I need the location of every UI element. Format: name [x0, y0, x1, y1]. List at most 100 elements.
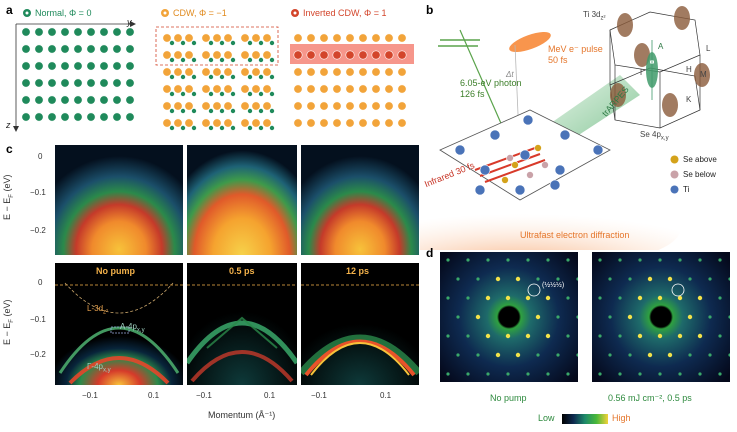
panel-b-label: b [426, 3, 434, 17]
bragg-spot [708, 353, 712, 357]
bragg-spot [495, 276, 501, 282]
lattice-atom [262, 118, 272, 128]
anno-g4p-text: Γ-4p [87, 362, 103, 371]
lattice-atom [34, 95, 44, 105]
se-above-atom [534, 144, 542, 152]
lattice-atom [21, 44, 31, 54]
panel-c-label: c [6, 142, 13, 156]
pulse-duration: 50 fs [548, 55, 568, 65]
lattice-atom [86, 27, 96, 37]
lattice-atom [397, 101, 407, 111]
lattice-atom [262, 84, 272, 94]
atom-legend: Se above Se below Ti [670, 152, 717, 197]
lattice-atom [169, 74, 175, 80]
lattice-atom [21, 61, 31, 71]
lattice-atom [384, 101, 394, 111]
lattice-atom [99, 112, 109, 122]
lattice-atom [219, 91, 225, 97]
pulse-caption: MeV e⁻ pulse 50 fs [548, 44, 603, 66]
lattice-atom [397, 118, 407, 128]
bragg-spot [545, 295, 551, 301]
lattice-atom [201, 67, 211, 77]
orbital-lobe [694, 63, 710, 87]
lattice-atom [247, 108, 253, 114]
lattice-atom [269, 108, 275, 114]
lattice-atom [247, 74, 253, 80]
ytick-bottom-1: −0.1 [30, 315, 46, 324]
lattice-atom [21, 95, 31, 105]
diffraction-spots-right [598, 258, 730, 376]
lattice-atom [47, 44, 57, 54]
lattice-atom [60, 112, 70, 122]
bragg-spot [485, 333, 491, 339]
bragg-spot [446, 334, 450, 338]
lattice-atom [258, 108, 264, 114]
lattice-atom [86, 95, 96, 105]
spectrum-top-05ps [187, 145, 297, 255]
delta-t-label: Δt [506, 70, 514, 79]
lattice-atom [73, 27, 83, 37]
bz-K: K [686, 95, 692, 104]
lattice-atom [201, 84, 211, 94]
lattice-atom [223, 33, 233, 43]
bz-ti3d-text: Ti 3d [583, 10, 601, 19]
bragg-spot [728, 277, 730, 281]
lattice-atom [184, 33, 194, 43]
y-label-top-unit: (eV) [2, 174, 12, 192]
bragg-spot [628, 353, 632, 357]
bragg-spot [637, 333, 643, 339]
y-label-bottom-text: E − E [2, 322, 12, 345]
lattice-atom [258, 125, 264, 131]
ti-atom [474, 184, 486, 196]
bragg-spot [718, 372, 722, 376]
bragg-spot [505, 295, 511, 301]
bragg-spot [688, 277, 692, 281]
lattice-atom [21, 27, 31, 37]
lattice-atom [191, 91, 197, 97]
orbital-lobe [674, 6, 690, 30]
lattice-atom [99, 44, 109, 54]
bragg-spot [446, 372, 450, 376]
spectrum-bottom-nopump [55, 263, 183, 385]
bragg-spot [627, 314, 633, 320]
lattice-atom [212, 50, 222, 60]
lattice-atom [191, 40, 197, 46]
bragg-spot [566, 258, 570, 262]
lattice-atom [247, 40, 253, 46]
lattice-atom [125, 44, 135, 54]
bragg-spot [566, 334, 570, 338]
bragg-spot [456, 277, 460, 281]
y-label-bottom-unit: (eV) [2, 299, 12, 317]
ti-icon [670, 185, 679, 194]
lattice-atom [251, 101, 261, 111]
lattice-atom [162, 84, 172, 94]
lattice-atom [306, 67, 316, 77]
bragg-spot [475, 314, 481, 320]
lattice-atom [180, 40, 186, 46]
legend-se-below: Se below [670, 167, 717, 182]
orbital-lobe [610, 83, 626, 107]
lattice-atom [201, 101, 211, 111]
ti-atom [489, 129, 501, 141]
lattice-atom [125, 27, 135, 37]
bragg-spot [566, 372, 570, 376]
bragg-spot [688, 353, 692, 357]
normal-atom-icon [23, 9, 31, 17]
bragg-spot [525, 333, 531, 339]
lattice-atom [262, 50, 272, 60]
bz-gamma: Γ [640, 68, 645, 77]
xtick-1-a: 0.1 [148, 391, 160, 400]
lattice-atom [191, 74, 197, 80]
lattice-atom [99, 78, 109, 88]
bragg-spot [657, 295, 663, 301]
cdw-atom-icon [161, 9, 169, 17]
lattice-atom [332, 84, 342, 94]
lattice-atom [184, 67, 194, 77]
bragg-spot [687, 314, 693, 320]
lattice-atom [180, 108, 186, 114]
y-label-bottom: E − EF (eV) [2, 300, 15, 345]
ti-atom [549, 179, 561, 191]
lattice-atom [184, 50, 194, 60]
legend-ti: Ti [670, 182, 717, 197]
lattice-atom [125, 78, 135, 88]
